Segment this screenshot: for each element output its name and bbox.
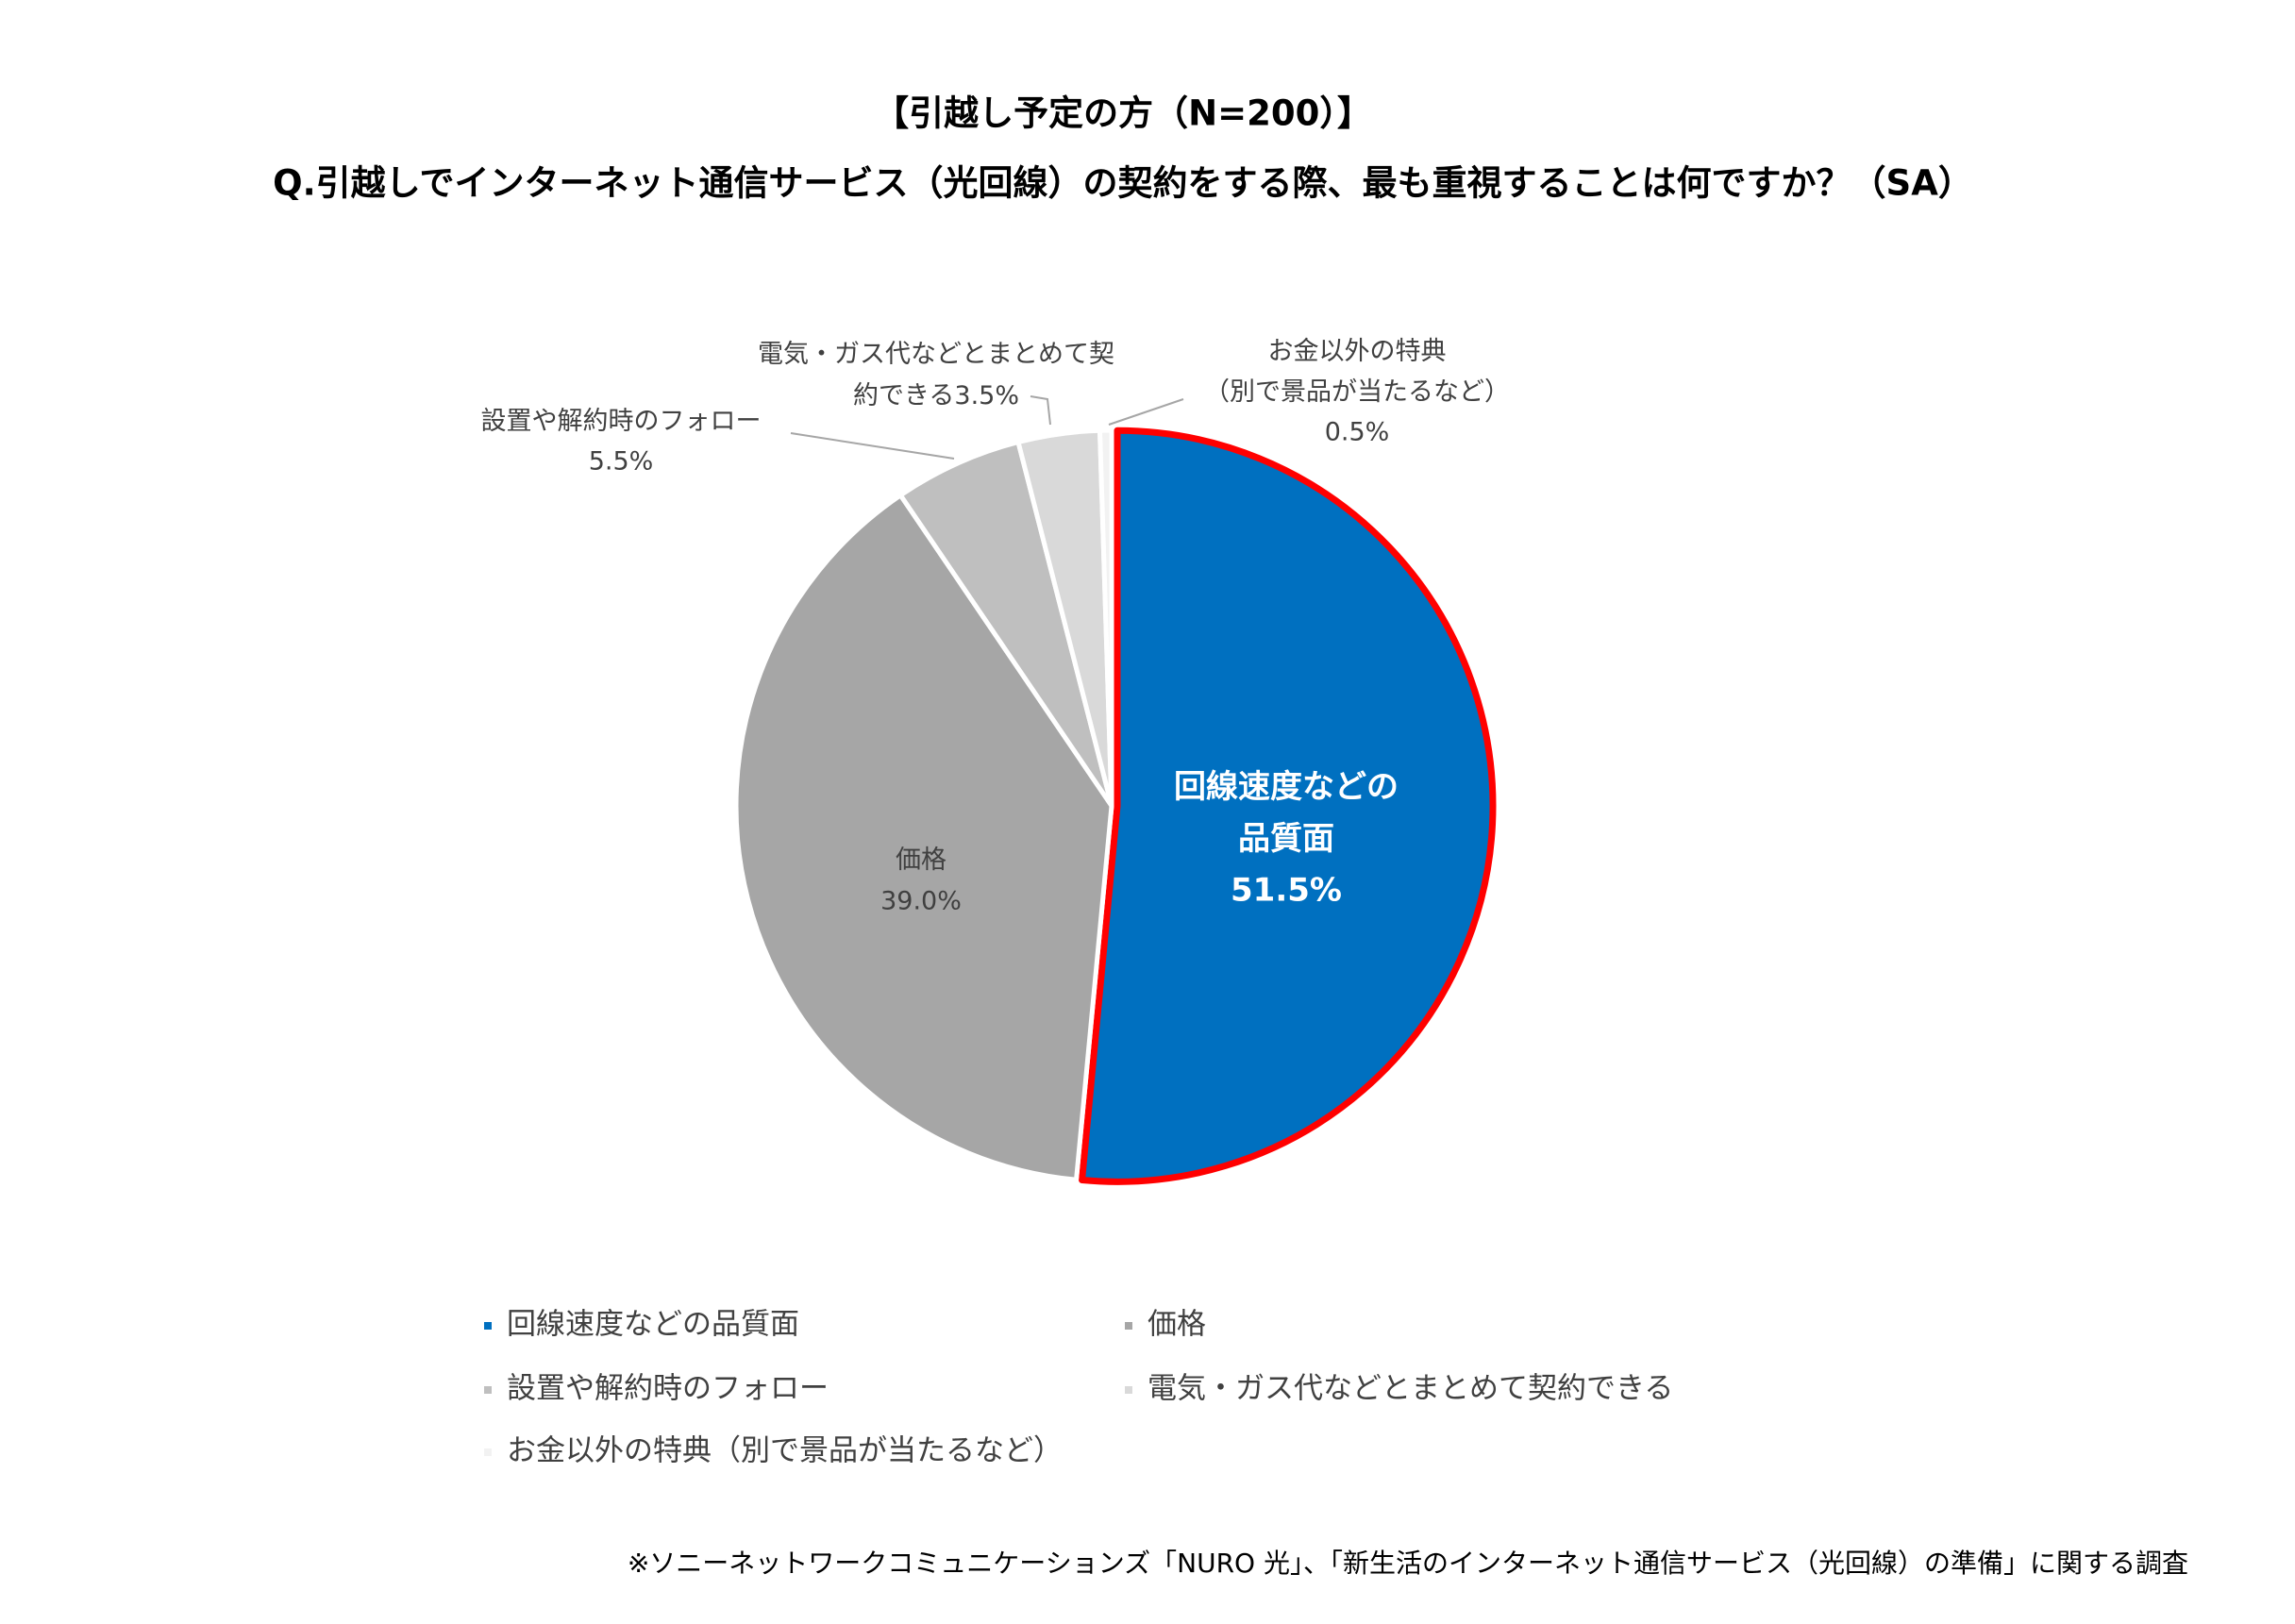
pie-slice	[1079, 427, 1497, 1185]
data-label-text: （別で景品が当たるなど）	[1204, 377, 1510, 407]
data-label-text: 電気・ガス代などとまとめて契	[758, 340, 1114, 369]
data-label: 価格	[896, 845, 946, 875]
legend-label: 回線速度などの品質面	[507, 1308, 799, 1342]
pie-slice	[1097, 427, 1114, 809]
data-label-text: 品質面	[1238, 820, 1334, 858]
data-label: 約できる3.5%	[853, 381, 1019, 410]
leader-line	[1030, 395, 1051, 426]
legend-label: 価格	[1148, 1308, 1206, 1342]
data-value-label: 51.5%	[1231, 872, 1342, 910]
data-value-label: 3.5%	[954, 381, 1019, 410]
data-label: 設置や解約時のフォロー	[481, 407, 762, 436]
data-label: （別で景品が当たるなど）	[1204, 377, 1510, 407]
leader-line	[1108, 398, 1184, 426]
legend-swatch	[484, 1448, 492, 1456]
pie-slice	[733, 493, 1114, 1182]
data-label-text: 回線速度などの	[1174, 768, 1399, 806]
data-label-text: 設置や解約時のフォロー	[481, 407, 762, 436]
data-label-text: 価格	[896, 845, 946, 875]
data-value-label: 5.5%	[589, 447, 654, 477]
pie	[733, 427, 1497, 1185]
data-label: 回線速度などの	[1174, 768, 1399, 806]
data-label: 品質面	[1238, 820, 1334, 858]
legend-swatch	[484, 1322, 492, 1330]
data-label-text: お金以外の特典	[1268, 337, 1447, 366]
legend-swatch	[1125, 1322, 1132, 1330]
chart-title: 【引越し予定の方（N=200）】	[874, 93, 1372, 134]
data-value-label: 0.5%	[1325, 418, 1390, 447]
leader-line	[790, 432, 955, 460]
data-label: お金以外の特典	[1268, 337, 1447, 366]
data-label: 電気・ガス代などとまとめて契	[758, 340, 1114, 369]
data-label-text: 約できる	[853, 381, 954, 410]
legend-swatch	[1125, 1386, 1132, 1394]
legend-label: 設置や解約時のフォロー	[507, 1372, 829, 1406]
legend-swatch	[484, 1386, 492, 1394]
legend-label: 電気・ガス代などとまとめて契約できる	[1148, 1372, 1673, 1406]
data-value-label: 39.0%	[880, 887, 962, 916]
pie-slice	[897, 440, 1114, 809]
leader-lines	[790, 395, 1184, 460]
chart-subtitle: Q.引越しでインターネット通信サービス（光回線）の契約をする際、最も重視すること…	[273, 163, 1973, 204]
legend-label: お金以外の特典（別で景品が当たるなど）	[507, 1434, 1063, 1468]
footnote: ※ソニーネットワークコミュニケーションズ「NURO 光」、「新生活のインターネッ…	[628, 1548, 2188, 1579]
